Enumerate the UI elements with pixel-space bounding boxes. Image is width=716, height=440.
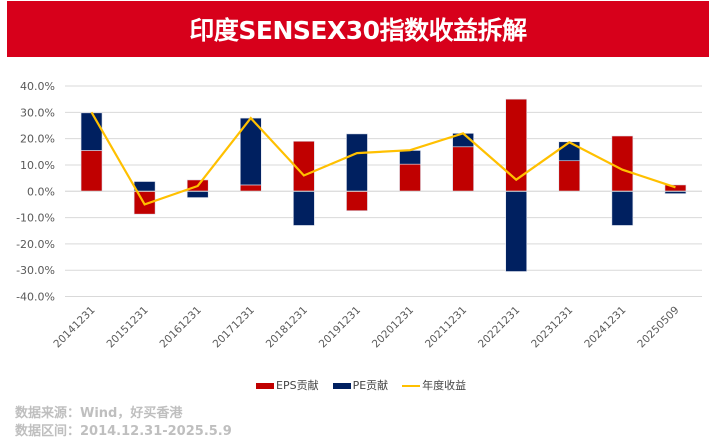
pe-bar xyxy=(505,190,528,272)
y-tick-label: 10.0% xyxy=(20,159,55,172)
eps-bar xyxy=(80,150,103,192)
x-tick-label: 20171231 xyxy=(211,304,257,350)
eps-bar xyxy=(399,163,421,192)
y-tick-label: -10.0% xyxy=(16,212,55,225)
eps-bar xyxy=(505,98,528,192)
legend-item-pe: PE贡献 xyxy=(332,377,388,393)
pe-bar xyxy=(611,190,634,226)
pe-bar xyxy=(346,133,368,192)
y-tick-label: 20.0% xyxy=(20,133,55,146)
x-tick-label: 20241231 xyxy=(582,304,628,350)
y-tick-label: -40.0% xyxy=(16,291,55,304)
pe-bar xyxy=(399,150,421,165)
x-tick-label: 20211231 xyxy=(423,304,469,350)
y-tick-label: -30.0% xyxy=(16,264,55,277)
x-tick-label: 20151231 xyxy=(104,304,150,350)
legend-item-eps: EPS贡献 xyxy=(256,377,319,393)
chart-title: 印度SENSEX30指数收益拆解 xyxy=(7,1,709,57)
y-tick-label: 40.0% xyxy=(20,80,55,93)
x-tick-label: 20250509 xyxy=(635,304,681,350)
eps-bar xyxy=(239,184,262,192)
x-tick-label: 20231231 xyxy=(529,304,575,350)
x-tick-label: 20181231 xyxy=(264,304,310,350)
x-tick-label: 20141231 xyxy=(51,304,97,350)
y-tick-label: 30.0% xyxy=(20,106,55,119)
chart-plot: 40.0% 30.0% 20.0% 10.0% 0.0% -10.0% -20.0% -30.… xyxy=(16,80,702,350)
legend-item-return: 年度收益 xyxy=(402,377,466,393)
legend: EPS贡献 PE贡献 年度收益 xyxy=(256,377,466,393)
eps-bar xyxy=(452,146,474,192)
return-line xyxy=(90,111,676,206)
pe-bar xyxy=(558,141,581,162)
x-tick-label: 20201231 xyxy=(370,304,416,350)
eps-bar xyxy=(346,190,368,212)
pe-bar xyxy=(293,190,315,226)
x-tick-label: 20161231 xyxy=(158,304,204,350)
eps-bar xyxy=(611,135,634,192)
eps-bar xyxy=(558,160,581,192)
pe-bar xyxy=(80,112,103,151)
x-tick-label: 20221231 xyxy=(476,304,522,350)
pe-bar xyxy=(186,190,209,198)
source-note: 数据来源：Wind，好买香港 xyxy=(15,406,183,421)
y-tick-label: 0.0% xyxy=(27,185,55,198)
x-tick-label: 20191231 xyxy=(317,304,363,350)
period-note: 数据区间：2014.12.31-2025.5.9 xyxy=(15,424,232,439)
y-tick-label: -20.0% xyxy=(16,238,55,251)
